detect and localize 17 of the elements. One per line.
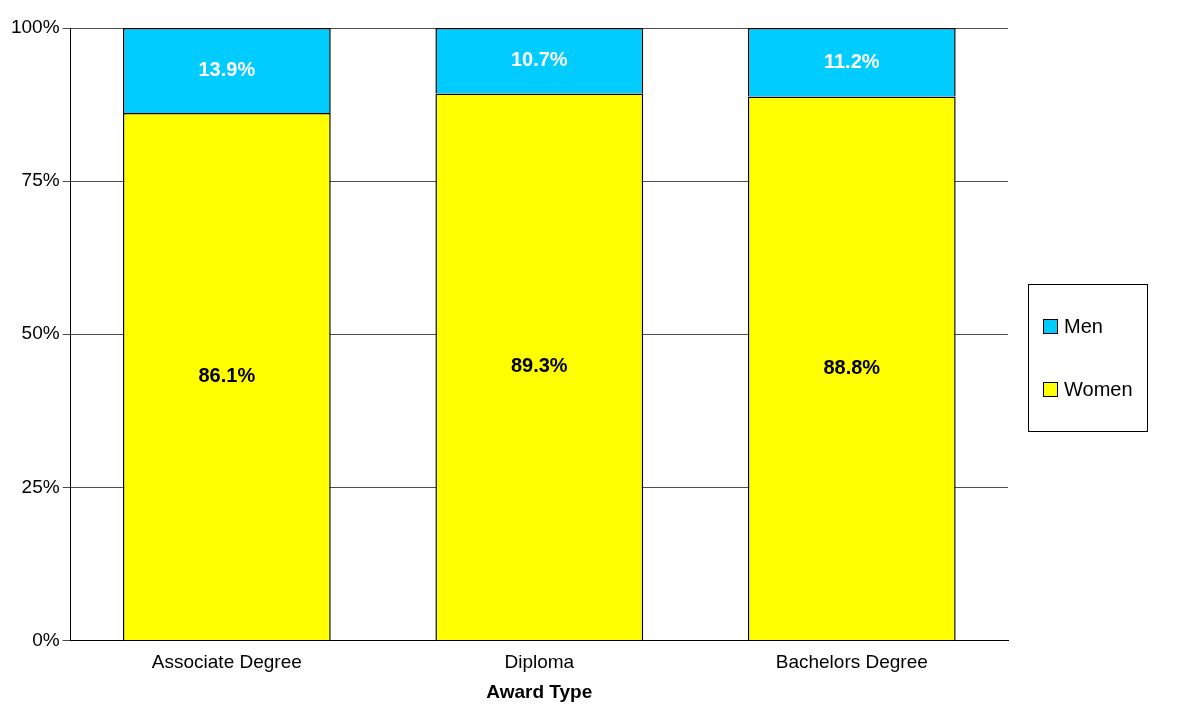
y-tick-label: 75% [21, 169, 60, 191]
text: Women [1064, 378, 1133, 401]
x-tick-label: Bachelors Degree [775, 651, 928, 673]
x-tick-label: Associate Degree [151, 651, 302, 673]
data-label: 89.3% [510, 354, 568, 377]
data-label: 11.2% [823, 49, 880, 72]
data-label: 13.9% [198, 58, 256, 81]
y-tick-label: 100% [10, 16, 60, 38]
x-tick-label: Diploma [504, 651, 575, 673]
data-label: 88.8% [823, 355, 881, 378]
data-label: 86.1% [198, 364, 256, 387]
x-axis-title: Award Type [486, 680, 593, 702]
legend-label: Men [1064, 315, 1103, 338]
y-tick-label: 50% [21, 322, 60, 344]
y-tick-label: 0% [32, 628, 60, 650]
y-tick-label: 25% [21, 475, 60, 497]
data-label: 10.7% [510, 48, 568, 71]
